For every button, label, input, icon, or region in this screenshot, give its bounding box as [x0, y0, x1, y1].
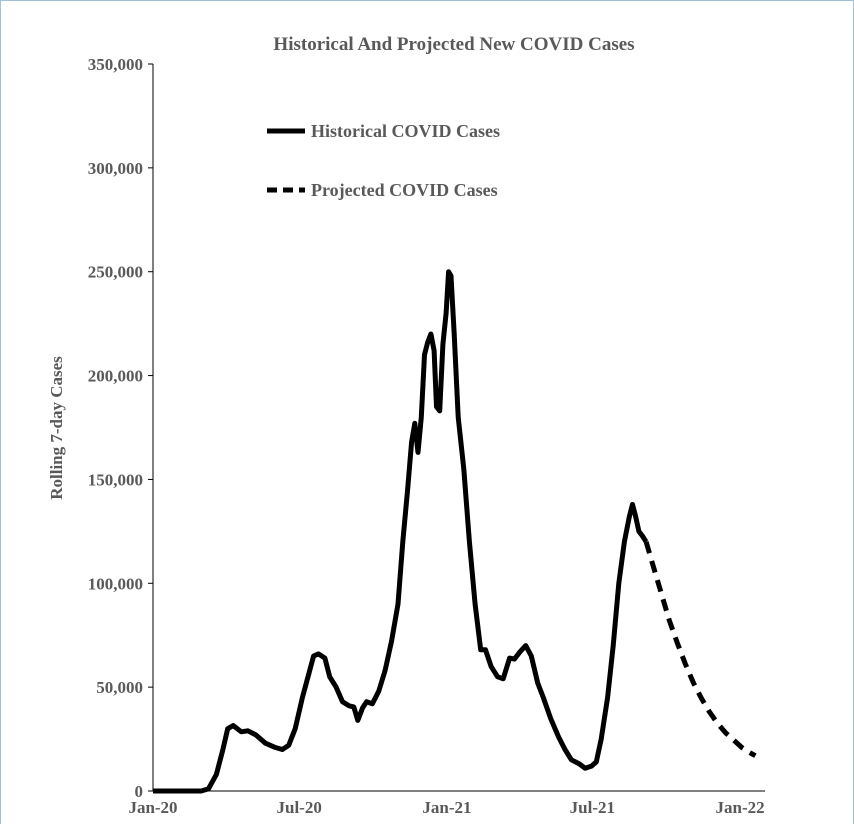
historical-cases-line: [153, 269, 649, 794]
y-tick-label: 200,000: [88, 367, 143, 386]
y-tick-label: 250,000: [88, 263, 143, 282]
x-ticks: Jan-20 Jul-20 Jan-21 Jul-21 Jan-22: [128, 798, 764, 817]
projected-cases-line: [643, 540, 757, 758]
series-layer: [153, 269, 757, 794]
y-tick-label: 150,000: [88, 470, 143, 489]
y-tick-label: 50,000: [96, 678, 143, 697]
x-tick-label: Jan-22: [716, 798, 765, 817]
legend: Historical COVID Cases Projected COVID Ca…: [267, 121, 500, 200]
y-ticks: 0 50,000 100,000 150,000 200,000 250,000 300,0…: [88, 55, 153, 801]
axes: [152, 64, 765, 792]
legend-label: Projected COVID Cases: [311, 180, 498, 200]
x-tick-label: Jul-21: [570, 798, 615, 817]
y-tick-label: 300,000: [88, 159, 143, 178]
y-tick-label: 100,000: [88, 574, 143, 593]
chart-title: Historical And Projected New COVID Cases: [273, 34, 634, 55]
y-axis-label: Rolling 7-day Cases: [47, 356, 66, 500]
y-tick-label: 350,000: [88, 55, 143, 74]
y-tick-label: 0: [135, 782, 144, 801]
x-tick-label: Jul-20: [277, 798, 322, 817]
x-tick-label: Jan-21: [422, 798, 471, 817]
x-tick-label: Jan-20: [128, 798, 177, 817]
legend-label: Historical COVID Cases: [311, 121, 500, 141]
